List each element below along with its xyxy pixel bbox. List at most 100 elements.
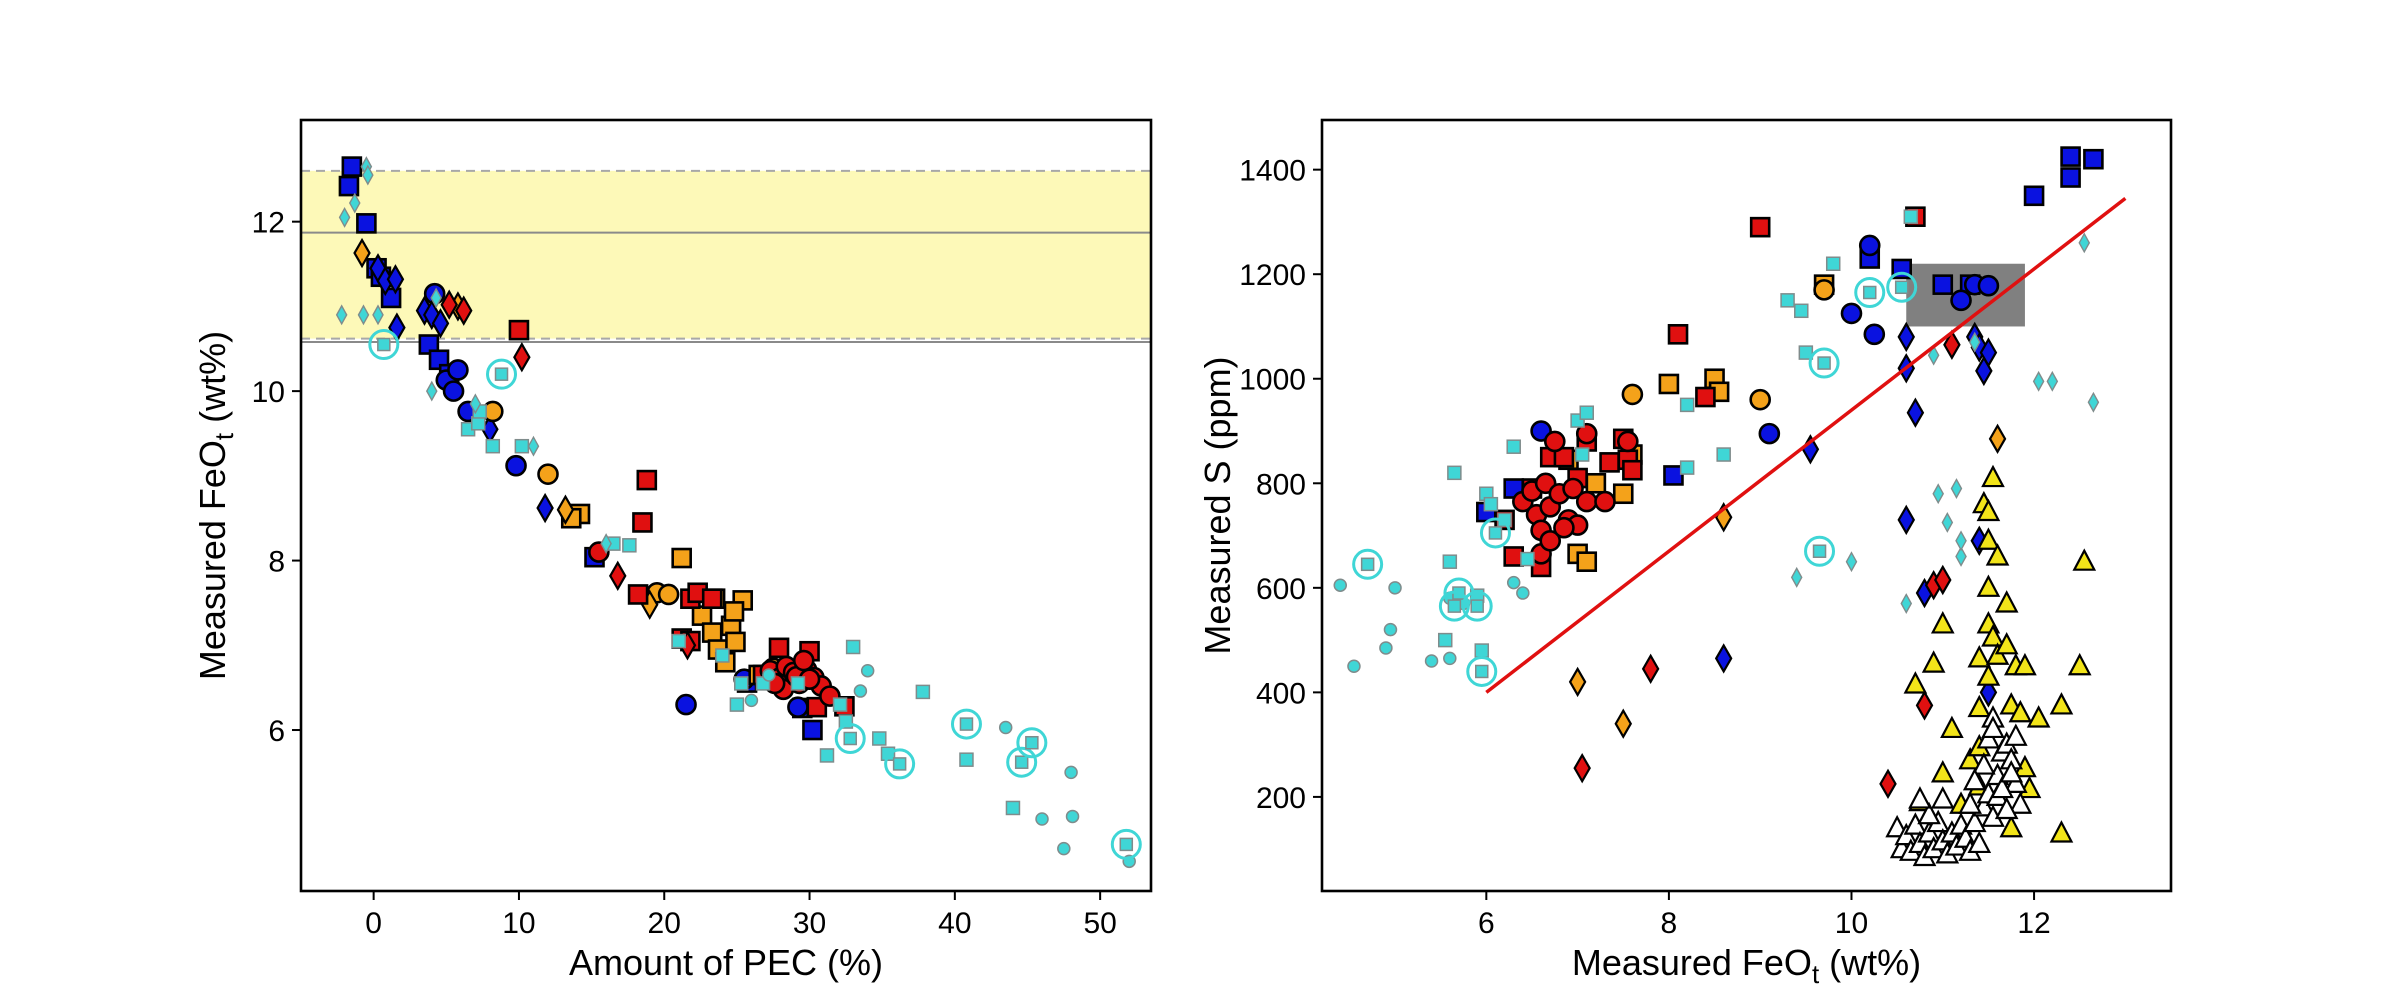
data-point-square [1503,546,1525,567]
data-point-circled [1110,828,1142,860]
data-point-small-circle [1057,841,1071,856]
data-point-small-circle [1065,809,1080,824]
data-point-circled [1479,517,1511,549]
data-point-circle [537,463,559,485]
data-point-small-circle [1064,765,1078,780]
data-point-small-square [1798,345,1814,360]
data-point-circle [1977,274,2000,297]
y-tick-label: 600 [1256,573,1306,606]
data-point-diamond [1988,423,2007,455]
data-point-circle [1553,516,1575,539]
highlight-ring [1110,828,1142,860]
data-point-small-square [1794,303,1809,319]
data-point-circle [787,696,809,718]
data-point-small-diamond [338,206,351,228]
data-point-triangle [1994,631,2019,655]
data-point-diamond [513,342,531,373]
data-point-diamond [556,494,575,525]
data-point-diamond [1897,321,1916,353]
data-point-circle [1813,279,1835,301]
data-point-diamond [1934,564,1952,596]
data-point-circle [657,583,680,606]
data-point-small-circle [762,668,776,682]
data-point-square [671,547,692,569]
highlight-core [1025,735,1039,750]
data-point-circle [1621,383,1644,406]
highlight-core [892,757,907,771]
data-point-diamond [608,560,627,592]
data-point-small-diamond [1900,593,1913,614]
data-point-small-circle [1379,641,1393,655]
x-axis-title: Amount of PEC (%) [569,942,883,983]
data-point-small-diamond [1932,483,1945,505]
highlight-core [1119,837,1134,852]
highlight-core [843,731,857,746]
highlight-core [1475,664,1489,679]
data-point-circle [1575,490,1598,513]
data-point-diamond [1568,666,1587,698]
y-axis-ticks: 6 8 10 12 [252,207,301,748]
data-point-small-square [1780,293,1795,308]
data-point-circle [1950,289,1972,312]
data-point-small-diamond [372,304,384,326]
data-point-small-diamond [2046,370,2059,392]
data-point-square [636,469,658,491]
data-point-circled [834,722,866,754]
highlight-ring [950,708,982,740]
data-point-small-square [471,416,486,431]
data-point-square [2083,148,2104,170]
y-axis-title: Measured FeOt (wt%) [192,331,239,680]
data-point-diamond [1573,752,1591,784]
x-axis-title-subscript: t [1812,959,1820,989]
data-point-circled [1016,727,1048,759]
data-point-triangle [1967,645,1992,668]
pec-vs-feo-panel: 0 10 20 30 40 50 6 8 10 12 Amount of PEC (%) Mea… [192,118,1153,983]
data-point-circled [1886,271,1918,303]
data-point-square [1622,459,1643,481]
data-point-small-square [1483,496,1499,512]
data-point-square [1667,324,1689,345]
highlight-ring [834,722,866,754]
data-point-small-circle [853,684,868,698]
reference-range-band [301,170,1151,339]
data-point-triangle [1981,464,2005,488]
data-point-small-square [1005,800,1021,816]
data-point-circle [1594,490,1616,513]
y-axis-title-suffix: (wt%) [192,331,233,433]
data-point-diamond [431,308,450,339]
data-point-small-square [514,438,530,454]
data-point-small-square [671,633,687,649]
data-point-square [701,622,723,643]
data-point-small-diamond [362,164,374,186]
highlight-core [1360,557,1375,572]
pec-vs-feo-points [335,156,1142,869]
data-point-small-circle [744,693,759,708]
x-tick-label: 6 [1478,907,1495,940]
highlight-core [1894,280,1909,295]
data-point-triangle [1967,694,1992,718]
data-point-triangle [1999,760,2024,783]
data-point-square [701,588,723,609]
data-point-triangle [2008,699,2033,723]
data-point-small-circle [1506,575,1521,590]
y-tick-label: 1000 [1239,364,1306,397]
plot-frame [299,118,1153,893]
data-point-triangle [1994,590,2019,613]
data-point-circle [442,380,465,402]
highlight-ring [1016,727,1048,759]
highlight-core [494,367,509,381]
data-point-small-square [1447,465,1462,481]
data-point-triangle [1958,791,1982,814]
highlight-ring [1479,517,1511,549]
feo-vs-sulfur-panel: 6 8 10 12 200 400 600 800 1000 1200 1400 Measured… [1197,118,2173,989]
data-point-triangle [2013,652,2037,676]
x-axis-title-text: Amount of PEC (%) [569,942,883,983]
data-point-small-circle [998,720,1013,735]
highlight-ring [1466,655,1498,687]
highlight-ring [1006,746,1038,778]
data-point-diamond [536,492,554,524]
highlight-ring [1804,535,1836,567]
y-tick-label: 8 [268,546,285,579]
data-point-square [632,512,653,533]
data-point-circled [1461,590,1493,622]
